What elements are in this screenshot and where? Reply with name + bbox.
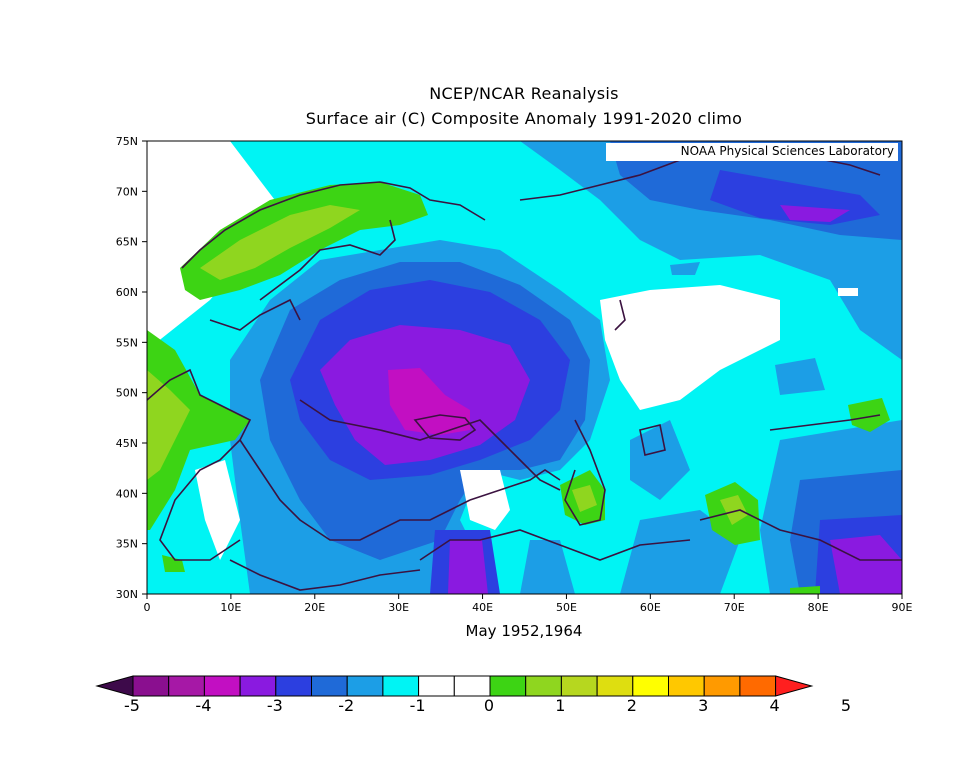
colorbar-swatch (453, 675, 491, 697)
title-line-2: Surface air (C) Composite Anomaly 1991-2… (305, 109, 743, 128)
lon-tick-label: 70E (724, 601, 745, 614)
colorbar-label: -3 (267, 696, 283, 715)
lat-tick-label: 45N (116, 437, 138, 450)
colorbar-label: -5 (124, 696, 140, 715)
blue-asia-ctr (620, 510, 740, 594)
lat-tick-label: 50N (116, 387, 138, 400)
colorbar-swatch (132, 675, 170, 697)
magenta-europe (388, 368, 470, 435)
colorbar-label: -1 (410, 696, 426, 715)
ygreen-iberia (147, 370, 190, 480)
lon-tick-label: 60E (640, 601, 661, 614)
colorbar-swatch (560, 675, 598, 697)
lat-tick-label: 75N (116, 135, 138, 148)
lat-tick-label: 60N (116, 286, 138, 299)
lat-tick-label: 35N (116, 538, 138, 551)
white-central-asia (600, 285, 780, 410)
green-iberia (147, 330, 250, 530)
green-small-east (790, 586, 820, 594)
colorbar-swatch (275, 675, 312, 697)
colorbar-swatch (525, 675, 562, 697)
lon-tick-label: 20E (304, 601, 325, 614)
blue-asia-mid (630, 420, 690, 500)
latitude-axis: 75N 70N 65N 60N 55N 50N 45N 40N 35N 30N (116, 135, 147, 601)
lat-tick-label: 65N (116, 236, 138, 249)
lon-tick-label: 80E (808, 601, 829, 614)
lat-tick-label: 55N (116, 336, 138, 349)
colorbar-swatch (632, 675, 669, 697)
white-balkan (460, 470, 510, 530)
colorbar-arrow-high (775, 675, 814, 697)
colorbar-swatch (739, 675, 777, 697)
colorbar-swatch (382, 675, 420, 697)
blue-small-2 (670, 262, 700, 275)
lat-tick-label: 70N (116, 185, 138, 198)
lat-tick-label: 40N (116, 487, 138, 500)
colorbar-swatch (311, 675, 348, 697)
colorbar-swatch (596, 675, 634, 697)
colorbar-label: 3 (698, 696, 708, 715)
credit-label: NOAA Physical Sciences Laboratory (606, 143, 898, 161)
period-label: May 1952,1964 (465, 622, 583, 640)
violet-asia-east (830, 535, 902, 594)
colorbar-label: 2 (627, 696, 637, 715)
colorbar-swatch (489, 675, 527, 697)
plot-border (146, 140, 903, 595)
lon-tick-label: 50E (556, 601, 577, 614)
colorbar-label: -4 (195, 696, 211, 715)
colorbar-swatch (346, 675, 384, 697)
white-italy (195, 460, 240, 560)
violet-south (448, 540, 488, 594)
coastlines (147, 147, 902, 591)
ygreen-tienshan (720, 495, 748, 525)
colorbar-swatch (239, 675, 277, 697)
colorbar-label: 5 (841, 696, 851, 715)
blue-small (775, 358, 825, 395)
lon-tick-label: 30E (388, 601, 409, 614)
title-line-1: NCEP/NCAR Reanalysis (429, 84, 619, 103)
colorbar-swatch (418, 675, 455, 697)
colorbar-label: -2 (338, 696, 354, 715)
violet-arctic (780, 205, 850, 222)
colorbar-arrow-low (95, 675, 134, 697)
lon-tick-label: 10E (220, 601, 241, 614)
colorbar-swatch (168, 675, 205, 697)
colorbar-label: 4 (770, 696, 780, 715)
blue-small-3 (520, 540, 575, 594)
colorbar-swatch (203, 675, 241, 697)
lon-tick-label: 0 (144, 601, 151, 614)
longitude-axis: 0 10E 20E 30E 40E 50E 60E 70E 80E 90E (144, 594, 913, 614)
lat-tick-label: 30N (116, 588, 138, 601)
colorbar-swatch (703, 675, 741, 697)
lon-tick-label: 40E (472, 601, 493, 614)
colorbar-label: 0 (484, 696, 494, 715)
colorbar: -5 -4 -3 -2 -1 0 1 2 3 4 5 (95, 675, 851, 715)
ygreen-caspian (572, 485, 597, 512)
colorbar-label: 1 (555, 696, 565, 715)
ygreen-scandinavia (200, 205, 360, 280)
anomaly-field (147, 141, 902, 594)
green-small-africa (162, 555, 185, 572)
white-small (838, 288, 858, 296)
green-mongolia (848, 398, 890, 432)
lon-tick-label: 90E (892, 601, 913, 614)
colorbar-swatch (668, 675, 705, 697)
